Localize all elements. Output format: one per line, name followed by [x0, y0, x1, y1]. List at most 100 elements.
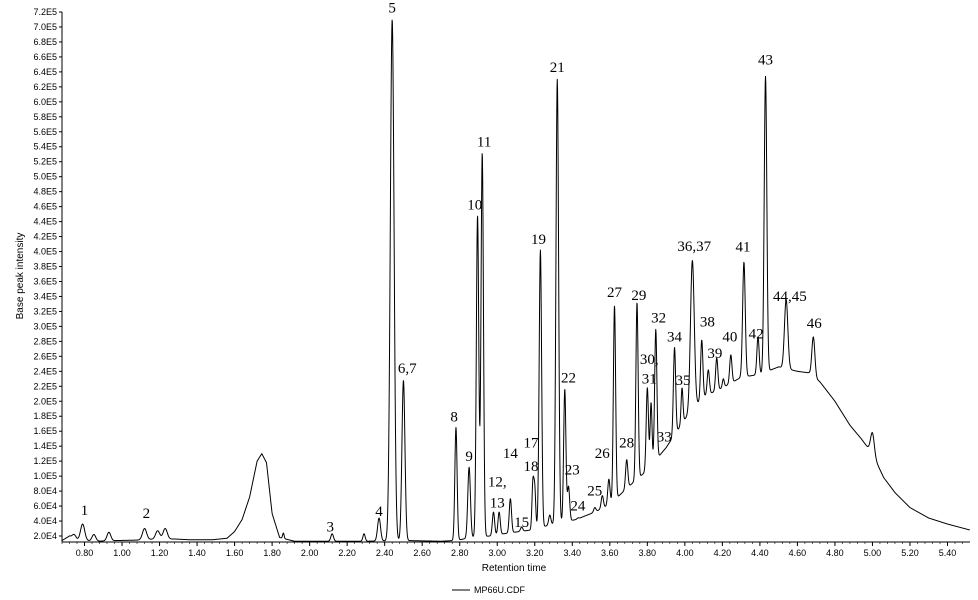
peak-label: 39	[707, 346, 722, 362]
y-tick-label: 2.8E5	[33, 336, 57, 346]
y-tick-label: 3.0E5	[33, 321, 57, 331]
y-tick-label: 6.6E5	[33, 52, 57, 62]
y-tick-label: 2.6E5	[33, 351, 57, 361]
y-tick-label: 5.0E5	[33, 172, 57, 182]
peak-label: 31	[642, 371, 657, 387]
y-tick-label: 3.2E5	[33, 306, 57, 316]
peak-label: 44,45	[773, 289, 807, 305]
peak-label: 33	[657, 430, 672, 446]
y-tick-label: 1.2E5	[33, 456, 57, 466]
y-tick-label: 8.0E4	[33, 486, 57, 496]
x-tick-label: 0.80	[76, 548, 94, 558]
x-tick-label: 1.40	[188, 548, 206, 558]
y-axis: 2.0E4 4.0E4 6.0E4 8.0E4 1.0E5 1.2E5 1.4E5 1.6E5…	[33, 7, 62, 541]
y-tick-label: 6.8E5	[33, 37, 57, 47]
peak-label: 23	[565, 463, 580, 479]
y-tick-label: 4.2E5	[33, 232, 57, 242]
peak-label: 40	[722, 329, 737, 345]
y-tick-label: 1.6E5	[33, 426, 57, 436]
peak-label: 15	[514, 515, 529, 531]
legend: MP66U.CDF	[452, 585, 526, 595]
x-axis: 0.80 1.00 1.20 1.40 1.60 1.80 2.00 2.20 2.40 2.60…	[61, 542, 963, 558]
peak-label: 28	[619, 436, 634, 452]
y-tick-label: 2.2E5	[33, 381, 57, 391]
peak-label: 18	[524, 459, 539, 475]
y-tick-label: 6.0E5	[33, 97, 57, 107]
peak-label: 35	[675, 373, 690, 389]
x-tick-label: 2.40	[376, 548, 394, 558]
y-tick-label: 5.8E5	[33, 112, 57, 122]
peak-label: 43	[758, 52, 773, 68]
y-tick-label: 3.8E5	[33, 262, 57, 272]
peak-label: 26	[595, 446, 611, 462]
x-tick-label: 4.40	[751, 548, 769, 558]
y-tick-label: 5.6E5	[33, 127, 57, 137]
y-tick-label: 4.6E5	[33, 202, 57, 212]
peak-label: 27	[607, 285, 623, 301]
y-tick-label: 4.0E5	[33, 247, 57, 257]
peak-label: 17	[524, 436, 540, 452]
peak-label: 1	[81, 503, 89, 519]
y-tick-label: 2.4E5	[33, 366, 57, 376]
peak-label: 9	[465, 449, 473, 465]
peak-label: 41	[736, 240, 751, 256]
peak-label: 13	[490, 496, 505, 512]
y-tick-label: 7.2E5	[33, 7, 57, 17]
x-tick-label: 5.20	[901, 548, 919, 558]
peak-label: 3	[327, 520, 335, 536]
y-tick-label: 3.4E5	[33, 291, 57, 301]
x-tick-label: 2.20	[338, 548, 356, 558]
x-tick-label: 3.20	[526, 548, 544, 558]
x-tick-label: 3.00	[488, 548, 506, 558]
peak-label: 19	[531, 232, 546, 248]
legend-label: MP66U.CDF	[474, 585, 526, 595]
y-tick-label: 1.0E5	[33, 471, 57, 481]
peak-label: 36,37	[677, 239, 711, 255]
peak-label: 22	[561, 371, 576, 387]
peak-label: 8	[450, 409, 458, 425]
y-tick-label: 4.0E4	[33, 516, 57, 526]
chromatogram-trace	[61, 19, 971, 542]
y-tick-label: 7.0E5	[33, 22, 57, 32]
y-tick-label: 1.8E5	[33, 411, 57, 421]
peak-label: 5	[388, 1, 396, 17]
y-tick-label: 1.4E5	[33, 441, 57, 451]
y-tick-label: 6.4E5	[33, 67, 57, 77]
y-tick-label: 6.0E4	[33, 501, 57, 511]
peak-label: 30,	[640, 352, 659, 368]
x-tick-label: 5.00	[864, 548, 882, 558]
x-tick-label: 2.60	[413, 548, 431, 558]
peak-label: 32	[651, 311, 666, 327]
x-tick-label: 3.80	[639, 548, 657, 558]
x-tick-label: 4.00	[676, 548, 694, 558]
x-tick-label: 4.80	[826, 548, 844, 558]
peak-label: 10	[467, 198, 482, 214]
peak-label: 25	[587, 484, 602, 500]
y-tick-label: 4.8E5	[33, 187, 57, 197]
peak-label: 29	[631, 288, 646, 304]
peak-label: 46	[807, 316, 823, 332]
peak-label: 38	[700, 314, 715, 330]
peak-label: 42	[749, 326, 764, 342]
y-tick-label: 4.4E5	[33, 217, 57, 227]
peak-label: 4	[375, 504, 383, 520]
x-tick-label: 1.00	[113, 548, 131, 558]
y-tick-label: 2.0E5	[33, 396, 57, 406]
y-axis-title: Base peak intensity	[15, 233, 26, 320]
peak-label: 2	[143, 506, 151, 522]
y-tick-label: 6.2E5	[33, 82, 57, 92]
peak-labels: 1 23456,789101112,13141517181921222324252…	[81, 1, 823, 536]
y-tick-label: 2.0E4	[33, 531, 57, 541]
peak-label: 12,	[488, 475, 507, 491]
y-tick-label: 3.6E5	[33, 276, 57, 286]
y-tick-label: 5.4E5	[33, 142, 57, 152]
peak-label: 21	[550, 60, 565, 76]
x-tick-label: 4.20	[714, 548, 732, 558]
peak-label: 24	[570, 499, 586, 515]
x-tick-label: 3.40	[564, 548, 582, 558]
x-tick-label: 1.20	[151, 548, 169, 558]
x-tick-label: 2.00	[301, 548, 319, 558]
x-tick-label: 2.80	[451, 548, 469, 558]
x-tick-label: 1.60	[226, 548, 244, 558]
